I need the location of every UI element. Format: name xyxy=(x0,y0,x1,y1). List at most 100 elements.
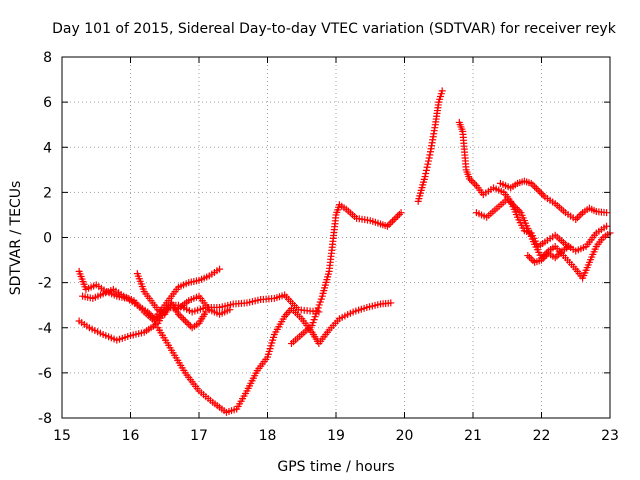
data-point xyxy=(383,222,391,230)
data-point xyxy=(178,314,186,322)
data-point xyxy=(387,299,395,307)
plot-frame xyxy=(61,56,611,419)
data-point xyxy=(507,199,515,207)
data-point xyxy=(226,306,234,314)
data-point xyxy=(555,250,563,258)
data-point xyxy=(524,252,532,260)
data-point xyxy=(603,222,611,230)
data-point xyxy=(514,205,522,213)
y-axis-label: SDTVAR / TECUs xyxy=(8,181,24,296)
data-point xyxy=(565,243,573,251)
data-point xyxy=(309,319,317,327)
data-point xyxy=(154,314,162,322)
data-point xyxy=(317,295,325,303)
data-point xyxy=(573,214,581,222)
y-tick-label: 8 xyxy=(43,50,52,66)
data-point xyxy=(469,178,477,186)
series-arc7 xyxy=(414,87,446,205)
y-tick-label: -4 xyxy=(38,321,52,337)
data-point xyxy=(553,252,561,260)
data-point xyxy=(216,265,224,273)
data-point xyxy=(438,87,446,95)
data-point xyxy=(556,249,564,257)
data-point xyxy=(180,315,188,323)
series-arc9 xyxy=(472,195,614,282)
chart-title: Day 101 of 2015, Sidereal Day-to-day VTE… xyxy=(52,21,617,37)
data-point xyxy=(395,210,403,218)
data-point xyxy=(527,255,535,263)
data-point xyxy=(538,190,545,198)
x-tick-label: 22 xyxy=(533,428,551,444)
data-point xyxy=(181,317,189,325)
data-point xyxy=(515,207,523,215)
x-tick-label: 19 xyxy=(327,428,345,444)
data-point xyxy=(529,257,537,265)
data-point xyxy=(577,210,585,218)
data-point xyxy=(423,163,431,171)
data-point xyxy=(426,151,434,159)
series-arc11 xyxy=(524,243,573,266)
x-tick-label: 17 xyxy=(190,428,208,444)
data-point xyxy=(532,184,540,192)
data-point xyxy=(471,180,479,188)
data-point xyxy=(174,310,182,318)
y-tick-label: -6 xyxy=(38,366,52,382)
data-point xyxy=(422,166,430,174)
data-point xyxy=(397,209,405,217)
data-point xyxy=(539,191,547,199)
y-tick-label: 4 xyxy=(43,140,52,156)
data-point xyxy=(424,160,432,168)
data-point xyxy=(526,253,534,261)
data-point xyxy=(527,179,535,187)
x-tick-label: 18 xyxy=(259,428,277,444)
data-point xyxy=(422,169,430,177)
data-point xyxy=(150,317,158,325)
y-tick-label: 6 xyxy=(43,95,52,111)
data-point xyxy=(176,312,184,320)
data-point xyxy=(387,219,395,227)
data-point xyxy=(316,298,324,306)
y-tick-label: -2 xyxy=(38,276,52,292)
series-arc3 xyxy=(79,285,234,325)
data-point xyxy=(421,173,429,181)
data-point xyxy=(185,320,193,328)
data-point xyxy=(424,157,432,165)
data-point xyxy=(505,197,513,205)
data-point xyxy=(538,256,545,264)
data-point xyxy=(310,316,318,324)
data-point xyxy=(389,217,397,225)
series-arc10 xyxy=(496,177,611,223)
data-point xyxy=(603,209,611,217)
data-point xyxy=(394,212,402,220)
x-axis-label: GPS time / hours xyxy=(277,459,394,475)
y-tick-label: -8 xyxy=(38,411,52,427)
y-tick-label: 0 xyxy=(43,231,52,247)
data-point xyxy=(508,200,516,208)
data-point xyxy=(529,181,537,189)
data-point xyxy=(385,221,393,229)
data-point xyxy=(183,319,191,327)
x-tick-label: 20 xyxy=(396,428,414,444)
series-arc6 xyxy=(287,201,405,348)
data-point xyxy=(308,321,316,329)
data-point xyxy=(512,204,520,212)
series-arc5 xyxy=(154,299,395,416)
data-point xyxy=(503,195,511,203)
grid-lines xyxy=(62,57,610,418)
x-tick-label: 23 xyxy=(601,428,619,444)
data-point xyxy=(392,214,400,222)
data-point xyxy=(531,183,539,191)
data-point xyxy=(539,254,547,262)
x-tick-label: 21 xyxy=(464,428,482,444)
data-point xyxy=(551,254,559,262)
x-tick-label: 15 xyxy=(53,428,71,444)
data-point xyxy=(572,215,580,223)
data-point xyxy=(510,202,518,210)
data-point xyxy=(575,212,583,220)
data-point xyxy=(425,154,433,162)
data-point xyxy=(541,253,549,261)
x-tick-label: 16 xyxy=(122,428,140,444)
data-point xyxy=(467,177,475,185)
y-tick-label: 2 xyxy=(43,185,52,201)
